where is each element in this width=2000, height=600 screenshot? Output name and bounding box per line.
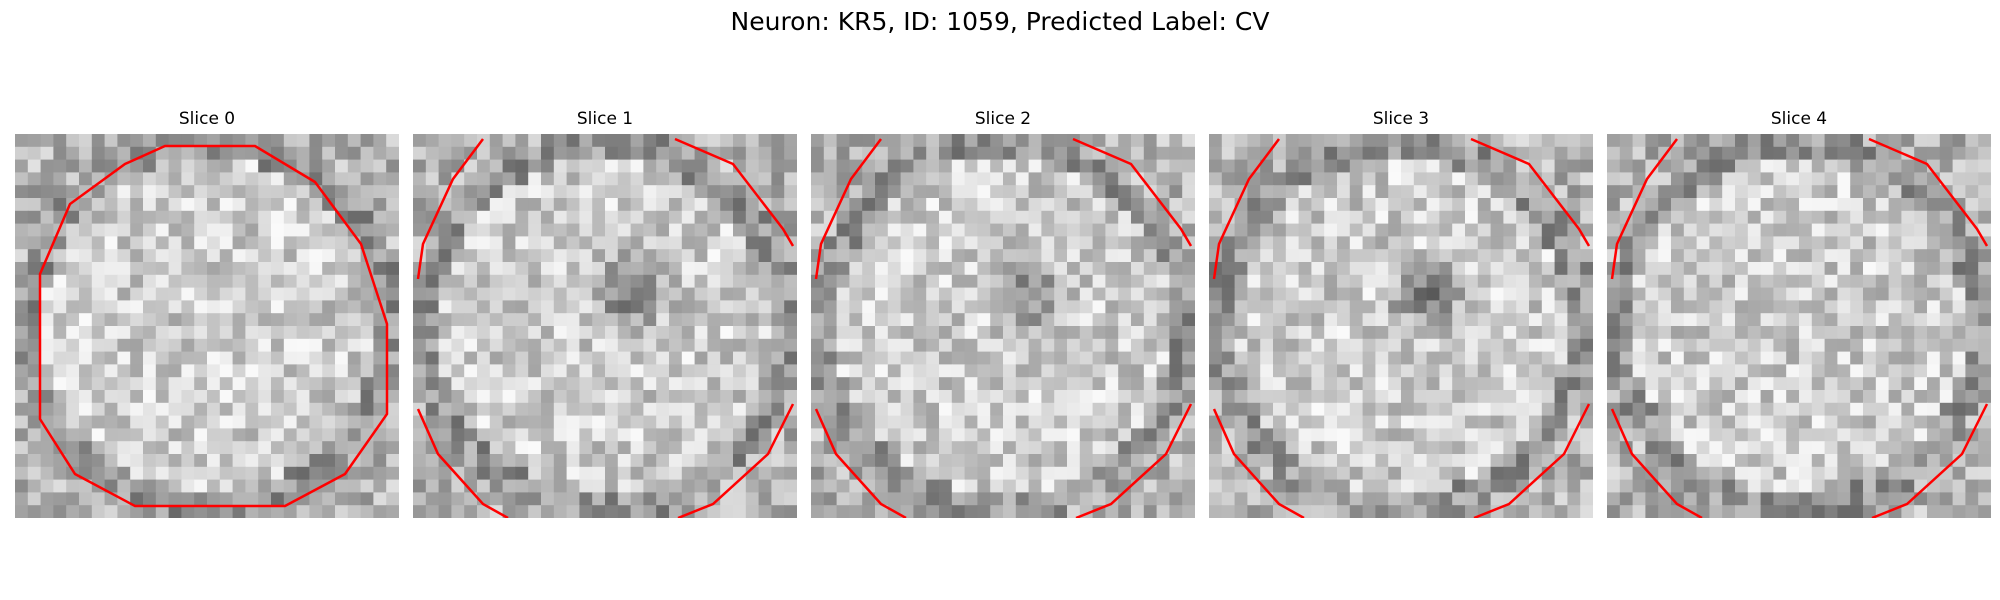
figure-title: Neuron: KR5, ID: 1059, Predicted Label: … [730,7,1270,36]
slice-3-title: Slice 3 [1372,109,1430,129]
slice-4-contour-top-left [1610,138,1678,280]
slice-1-contour-top-left [416,138,484,280]
slice-4-svg [1607,134,1991,518]
slice-4-title: Slice 4 [1770,109,1828,129]
slice-1-image [413,134,797,518]
slice-4-contour-bottom-right [1871,403,1989,518]
slice-0-svg [15,134,399,518]
slice-3-contour-bottom-right [1473,403,1591,518]
slice-2-image [811,134,1195,518]
slice-1-contour-top-right [674,137,795,247]
slice-3-contour-top-right [1470,137,1591,247]
slice-2-svg [811,134,1195,518]
slice-2-contour-top-right [1072,137,1193,247]
slice-2-contour-top-left [814,138,882,280]
slice-3-contour-top-left [1212,138,1280,280]
slice-0-contour [38,144,389,508]
slice-3-svg [1209,134,1593,518]
slice-3-image [1209,134,1593,518]
slice-1-contour-bottom-right [677,403,795,518]
slice-0-image [15,134,399,518]
slice-1-title: Slice 1 [576,109,634,129]
slice-2-title: Slice 2 [974,109,1032,129]
slice-4-contour-bottom-left [1610,408,1703,518]
slice-2-contour-bottom-right [1075,403,1193,518]
slice-1-contour-bottom-left [416,408,509,518]
slice-0-title: Slice 0 [178,109,236,129]
slice-4-contour-top-right [1868,137,1989,247]
slice-3-contour-bottom-left [1212,408,1305,518]
slice-4-image [1607,134,1991,518]
slice-1-svg [413,134,797,518]
slice-2-contour-bottom-left [814,408,907,518]
